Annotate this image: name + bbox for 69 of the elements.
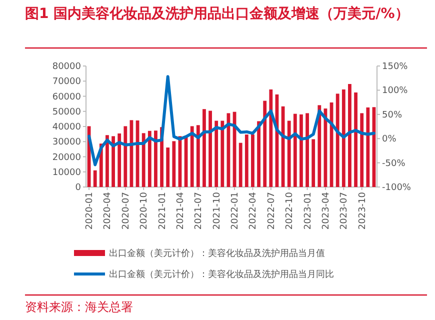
bar xyxy=(366,107,370,187)
bar xyxy=(244,134,248,187)
y-tick-label: 50000 xyxy=(52,107,82,118)
y-tick-label: 20000 xyxy=(52,152,82,163)
y2-tick-label: -50% xyxy=(382,158,406,169)
bar xyxy=(118,133,122,187)
bar xyxy=(342,89,346,187)
x-tick-label: 2021-10 xyxy=(212,192,222,230)
x-tick-label: 2023-10 xyxy=(358,192,368,230)
x-tick-label: 2023-01 xyxy=(303,192,314,230)
bar xyxy=(257,121,260,187)
bar xyxy=(148,130,152,187)
y-tick-label: 60000 xyxy=(52,92,82,102)
y-tick-label: 30000 xyxy=(52,138,82,148)
y2-tick-label: -100% xyxy=(382,183,412,193)
title: 图1 国内美容化妆品及洗护用品出口金额及增速（万美元/%） xyxy=(25,6,409,22)
x-tick-label: 2022-04 xyxy=(248,192,259,230)
bar xyxy=(263,100,267,187)
bar xyxy=(348,84,352,187)
bar xyxy=(202,109,206,187)
x-tick-label: 2020-10 xyxy=(140,192,150,230)
x-tick-label: 2020-01 xyxy=(85,192,96,230)
y-tick-label: 10000 xyxy=(52,168,82,178)
x-tick-label: 2021-01 xyxy=(158,192,168,230)
bar xyxy=(306,113,309,187)
legend-label: 出口金额（美元计价）：美容化妆品及洗护用品当月同比 xyxy=(109,269,334,280)
bar xyxy=(154,130,158,187)
x-tick-label: 2021-04 xyxy=(176,192,186,230)
bar xyxy=(106,135,109,187)
x-tick-label: 2022-07 xyxy=(266,192,277,230)
legend-label: 出口金额（美元计价）：美容化妆品及洗护用品当月值 xyxy=(109,248,325,259)
y2-tick-label: 0% xyxy=(382,134,397,145)
bar xyxy=(238,142,242,187)
bar xyxy=(93,170,97,187)
text: 资料来源：海关总署 xyxy=(25,300,133,314)
bar xyxy=(300,114,303,187)
y2-tick-label: 50% xyxy=(382,110,402,120)
bar xyxy=(360,113,364,187)
bar xyxy=(190,126,194,187)
x-tick-label: 2023-04 xyxy=(321,192,332,230)
bar xyxy=(269,89,273,187)
bar xyxy=(336,94,340,187)
bar xyxy=(208,110,212,187)
x-tick-label: 2022-10 xyxy=(285,192,296,230)
y-tick-label: 70000 xyxy=(52,77,82,88)
y2-tick-label: 100% xyxy=(382,86,408,96)
x-tick-label: 2020-07 xyxy=(121,192,132,230)
bar xyxy=(214,120,218,187)
x-tick-label: 2020-04 xyxy=(103,192,114,230)
line-series xyxy=(88,75,376,166)
y-tick-label: 80000 xyxy=(52,62,82,72)
bar xyxy=(287,120,291,187)
x-tick-label: 2022-01 xyxy=(230,192,241,230)
bar xyxy=(142,133,146,187)
bar xyxy=(354,92,358,187)
bar xyxy=(124,126,128,187)
bar xyxy=(312,139,316,187)
y-tick-label: 0 xyxy=(75,183,82,193)
bar xyxy=(112,136,115,187)
y-tick-label: 40000 xyxy=(52,122,82,132)
y2-tick-label: 150% xyxy=(382,62,408,72)
bar xyxy=(251,134,254,187)
bar xyxy=(220,120,224,187)
bar xyxy=(172,141,176,187)
x-tick-label: 2021-07 xyxy=(194,192,204,230)
bar xyxy=(293,114,297,187)
bar xyxy=(166,148,170,187)
x-tick-label: 2023-07 xyxy=(340,192,350,230)
bar xyxy=(196,125,200,187)
